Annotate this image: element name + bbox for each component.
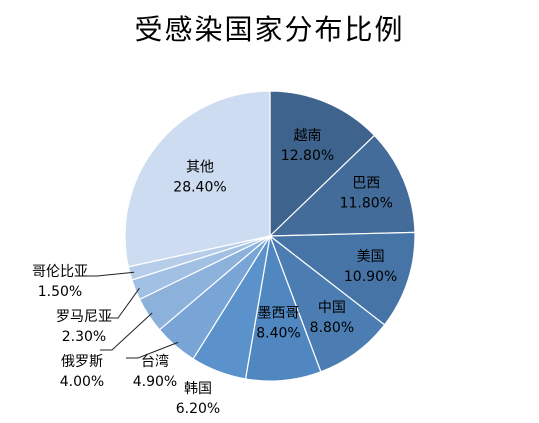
slice-2-name-label: 巴西 (352, 176, 380, 192)
slice-10-name-label: 哥伦比亚 (32, 264, 88, 280)
slice-7-name-label: 台湾 (141, 353, 169, 370)
chart-title: 受感染国家分布比例 (134, 13, 405, 46)
slice-5-name-label: 墨西哥 (258, 306, 300, 322)
slice-3-name-label: 美国 (357, 249, 385, 265)
pie-slices (124, 90, 416, 382)
slice-4-value-label: 8.80% (310, 320, 354, 336)
slice-3-value-label: 10.90% (344, 269, 397, 285)
slice-8-name-label: 俄罗斯 (61, 354, 103, 370)
slice-6-name-label: 韩国 (184, 381, 212, 397)
slice-labels: 越南 12.80% 巴西 11.80% 美国 10.90% 中国 8.80% 墨西哥 8.40% 韩… (32, 128, 397, 417)
slice-11-wedge (124, 90, 271, 268)
slice-9-value-label: 2.30% (62, 329, 106, 345)
slice-11-name-label: 其他 (186, 160, 214, 176)
slice-5-value-label: 8.40% (256, 326, 300, 342)
slice-10-leader-line (85, 271, 135, 277)
slice-7-value-label: 4.90% (133, 374, 177, 390)
slice-8-leader-line (100, 312, 153, 351)
slice-1-value-label: 12.80% (281, 148, 334, 164)
slice-9-name-label: 罗马尼亚 (56, 309, 112, 325)
slice-8-value-label: 4.00% (60, 374, 104, 390)
slice-9-leader-line (106, 287, 140, 319)
slice-11-value-label: 28.40% (173, 180, 226, 196)
slice-4-name-label: 中国 (318, 300, 346, 316)
slice-3-wedge (268, 231, 416, 326)
slice-7-leader-line (126, 341, 179, 359)
slice-10-value-label: 1.50% (38, 284, 82, 300)
slice-2-value-label: 11.80% (340, 196, 393, 212)
slice-6-value-label: 6.20% (176, 401, 220, 417)
slice-1-name-label: 越南 (294, 128, 322, 144)
slice-1-wedge (269, 90, 376, 238)
leader-lines (85, 271, 179, 359)
slice-2-wedge (268, 134, 416, 237)
